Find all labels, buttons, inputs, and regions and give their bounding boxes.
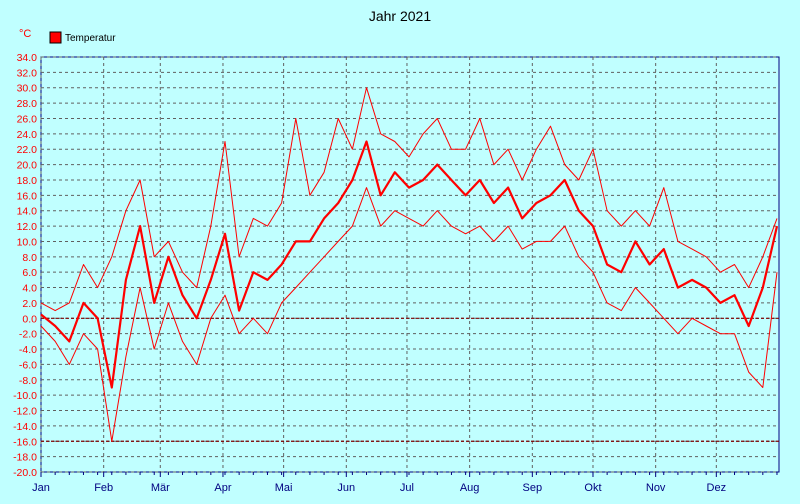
y-tick-label: 30.0 xyxy=(17,83,38,95)
y-tick-label: 26.0 xyxy=(17,113,38,125)
y-tick-label: 8.0 xyxy=(22,252,37,264)
chart-title: Jahr 2021 xyxy=(369,8,431,24)
y-tick-label: 20.0 xyxy=(17,160,38,172)
y-tick-label: 32.0 xyxy=(17,67,38,79)
month-label: Jul xyxy=(400,482,414,494)
y-tick-label: 14.0 xyxy=(17,206,38,218)
series-line-max xyxy=(40,87,778,312)
series-line-min xyxy=(40,187,778,442)
y-tick-label: 24.0 xyxy=(17,129,38,141)
y-tick-label: -12.0 xyxy=(13,406,37,418)
y-axis: 34.0 32.0 30.0 28.0 26.0 24.0 22.0 20.0 18.0 16.0… xyxy=(13,52,37,479)
legend: Temperatur xyxy=(49,31,116,44)
horizontal-gridlines xyxy=(41,56,779,473)
legend-label: Temperatur xyxy=(65,33,116,44)
y-tick-label: -8.0 xyxy=(19,375,37,387)
y-tick-label: 34.0 xyxy=(17,52,38,64)
y-tick-label: 4.0 xyxy=(22,283,37,295)
y-tick-label: 6.0 xyxy=(22,267,37,279)
month-label: Mär xyxy=(151,482,170,494)
y-tick-label: 10.0 xyxy=(17,236,38,248)
month-label: Nov xyxy=(646,482,666,494)
month-label: Jan xyxy=(32,482,50,494)
y-axis-unit: °C xyxy=(19,28,31,40)
series-line-mean xyxy=(40,140,779,389)
y-tick-label: -4.0 xyxy=(19,344,37,356)
vertical-gridlines xyxy=(40,57,717,472)
y-tick-label: 2.0 xyxy=(22,298,37,310)
y-tick-label: 22.0 xyxy=(17,144,38,156)
y-tick-label: 16.0 xyxy=(17,190,38,202)
y-tick-label: -18.0 xyxy=(13,452,37,464)
y-tick-label: -14.0 xyxy=(13,421,37,433)
y-tick-label: -16.0 xyxy=(13,436,37,448)
month-label: Dez xyxy=(707,482,727,494)
month-label: Mai xyxy=(275,482,293,494)
month-label: Aug xyxy=(460,482,480,494)
y-tick-label: -2.0 xyxy=(19,329,37,341)
series-layer xyxy=(40,87,779,442)
month-label: Apr xyxy=(214,482,231,494)
y-tick-label: 12.0 xyxy=(17,221,38,233)
y-tick-label: -10.0 xyxy=(13,390,37,402)
month-label: Feb xyxy=(94,482,113,494)
legend-swatch xyxy=(49,31,62,44)
month-label: Jun xyxy=(337,482,355,494)
y-tick-label: 0.0 xyxy=(22,313,37,325)
y-tick-label: 28.0 xyxy=(17,98,38,110)
month-label: Sep xyxy=(523,482,543,494)
y-tick-label: -20.0 xyxy=(13,467,37,479)
y-tick-label: 18.0 xyxy=(17,175,38,187)
y-tick-label: -6.0 xyxy=(19,359,37,371)
x-axis: Jan Feb Mär Apr Mai Jun Jul Aug Sep Okt Nov Dez xyxy=(32,472,778,494)
month-label: Okt xyxy=(584,482,601,494)
